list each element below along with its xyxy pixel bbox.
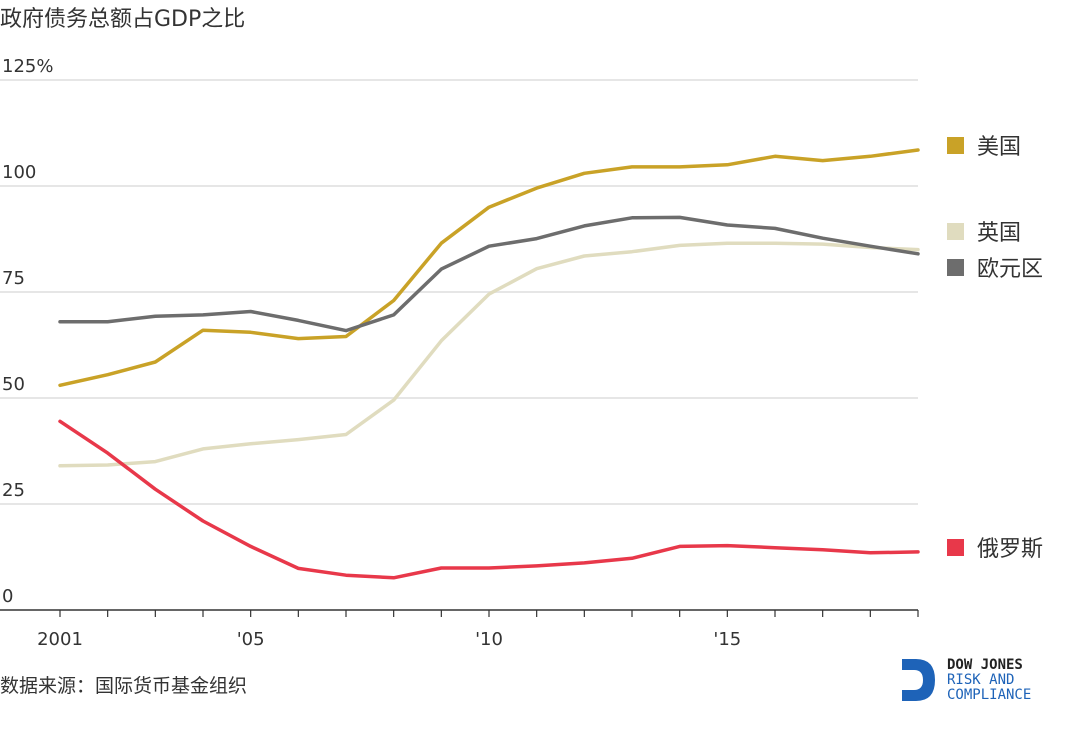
y-tick-label: 75 [2,268,25,289]
legend-swatch [947,137,964,154]
x-tick-label: '15 [713,629,741,650]
series-line [58,241,920,468]
y-tick-label: 50 [2,374,25,395]
series-line [58,215,920,333]
y-tick-label: 25 [2,480,25,501]
series-group [58,148,920,580]
logo-line-3: COMPLIANCE [947,687,1031,703]
legend-swatch [947,539,964,556]
x-axis: 2001 '05 '10 '15 [0,609,919,650]
legend-swatch [947,223,964,240]
y-tick-label: 100 [2,162,36,183]
dow-jones-logo-mark [902,659,935,701]
x-tick-label: '10 [475,629,503,650]
grid [0,79,918,505]
y-tick-label: 0 [2,586,13,607]
y-tick-label: 125% [2,56,53,77]
y-axis: 125% 100 75 50 25 0 [2,56,53,607]
source-note: 数据来源：国际货币基金组织 [0,675,247,697]
legend-label: 俄罗斯 [977,537,1043,562]
dow-jones-logo: DOW JONES RISK AND COMPLIANCE [902,657,1031,703]
series-line [58,419,920,580]
logo-line-2: RISK AND [947,672,1014,688]
series-line [58,148,920,388]
x-tick-label: 2001 [37,629,83,650]
legend-swatch [947,259,964,276]
legend-label: 美国 [977,135,1021,160]
chart-title: 政府债务总额占GDP之比 [0,7,245,32]
legend-label: 欧元区 [977,257,1043,282]
logo-line-1: DOW JONES [947,657,1023,673]
x-tick-label: '05 [237,629,265,650]
legend-label: 英国 [977,221,1021,246]
